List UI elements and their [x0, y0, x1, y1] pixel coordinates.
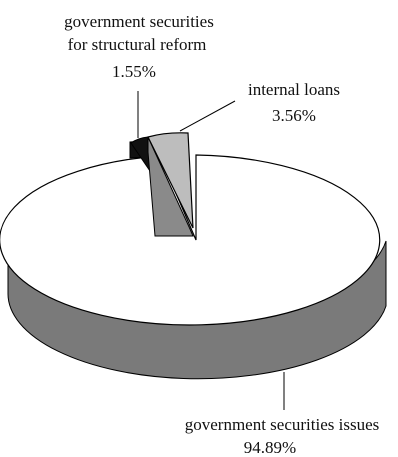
label-structural-reform-line-1: government securities	[64, 12, 214, 31]
slice-internal-loans-top	[147, 132, 194, 229]
leader-line-internal-loans	[179, 100, 236, 132]
slice-internal-loans-side	[147, 136, 194, 237]
slice-group-issues	[0, 154, 387, 380]
value-internal-loans: 3.56%	[272, 106, 316, 125]
slice-group-internal-loans	[147, 132, 194, 237]
value-issues: 94.89%	[244, 438, 296, 457]
slice-issues-top	[0, 154, 381, 326]
label-internal-loans: internal loans	[248, 80, 340, 99]
value-structural-reform: 1.55%	[112, 62, 156, 81]
label-issues: government securities issues	[185, 415, 380, 434]
label-structural-reform-line-2: for structural reform	[68, 35, 207, 54]
